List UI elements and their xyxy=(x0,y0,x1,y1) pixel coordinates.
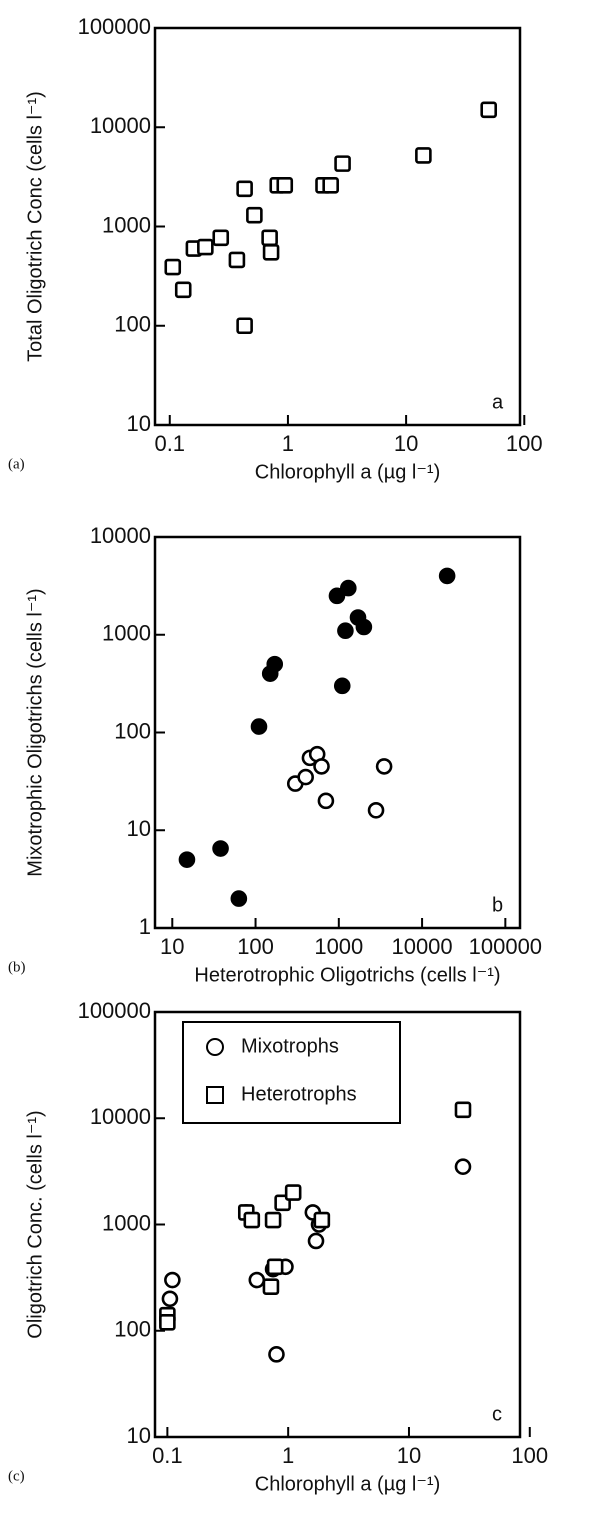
y-tick-label: 100000 xyxy=(78,998,151,1023)
y-tick-label: 10000 xyxy=(90,113,151,138)
point xyxy=(236,317,253,335)
point xyxy=(339,579,357,597)
y-tick-label: 100 xyxy=(114,718,151,743)
x-tick-label: 10 xyxy=(397,1443,421,1468)
point xyxy=(276,177,294,194)
point xyxy=(236,180,253,198)
y-tick-label: 10 xyxy=(127,816,151,841)
y-tick-label: 100 xyxy=(114,1317,151,1342)
y-tick-label: 100 xyxy=(114,312,151,337)
point xyxy=(264,1211,282,1229)
x-tick-label: 100000 xyxy=(469,934,542,959)
x-tick-label: 10 xyxy=(160,934,184,959)
point xyxy=(313,1211,331,1229)
panel-label: (b) xyxy=(8,959,26,975)
point xyxy=(164,258,182,276)
point xyxy=(243,1211,261,1229)
point xyxy=(197,238,214,256)
point xyxy=(454,1158,472,1175)
point xyxy=(333,677,351,695)
point xyxy=(266,655,284,673)
point xyxy=(454,1101,472,1119)
y-tick-label: 1000 xyxy=(102,1210,151,1235)
point xyxy=(438,567,456,585)
x-axis-title: Chlorophyll a (µg l⁻¹) xyxy=(255,461,440,483)
point xyxy=(334,155,351,172)
x-tick-label: 1 xyxy=(282,431,294,456)
point xyxy=(164,1271,181,1289)
chart-panel: 10 100 1000 10000 100000 0.1 1 10 100 Chlorophyll… xyxy=(8,998,548,1495)
y-tick-label: 100000 xyxy=(78,14,151,39)
x-tick-label: 10000 xyxy=(391,934,452,959)
point xyxy=(355,618,373,636)
panel-annotation: b xyxy=(492,894,503,916)
point xyxy=(415,147,432,164)
legend-box xyxy=(182,1021,401,1124)
y-tick-label: 10 xyxy=(127,411,151,436)
x-tick-label: 0.1 xyxy=(154,431,185,456)
x-tick-label: 0.1 xyxy=(152,1443,183,1468)
point xyxy=(284,1184,302,1201)
point xyxy=(480,101,498,119)
point xyxy=(212,229,230,247)
point xyxy=(313,758,330,775)
x-axis-title: Chlorophyll a (µg l⁻¹) xyxy=(255,1473,440,1495)
y-tick-label: 1000 xyxy=(102,621,151,646)
point xyxy=(322,177,339,194)
y-tick-label: 1 xyxy=(139,914,151,939)
point xyxy=(268,1346,285,1363)
point xyxy=(261,229,278,247)
y-axis-title: Mixotrophic Oligotrichs (cells l⁻¹) xyxy=(24,588,46,876)
panel-annotation: c xyxy=(492,1403,502,1425)
point xyxy=(317,792,335,810)
panel-label: (a) xyxy=(8,456,25,472)
chart-panel: 1 10 100 1000 10000 10 100 1000 10000 100000 Heter… xyxy=(8,523,542,986)
legend-label: Mixotrophs xyxy=(241,1035,339,1057)
point xyxy=(367,801,385,819)
point xyxy=(337,622,354,640)
point xyxy=(328,587,346,605)
y-tick-label: 1000 xyxy=(102,212,151,237)
x-tick-label: 100 xyxy=(506,431,543,456)
point xyxy=(248,1271,266,1289)
x-tick-label: 100 xyxy=(237,934,274,959)
y-axis-title: Oligotrich Conc. (cells l⁻¹) xyxy=(24,1110,46,1338)
x-tick-label: 100 xyxy=(511,1443,548,1468)
point xyxy=(228,251,246,269)
point xyxy=(246,206,263,224)
panel-annotation: a xyxy=(492,391,504,413)
y-axis-title: Total Oligotrich Conc (cells l⁻¹) xyxy=(24,91,46,362)
point xyxy=(262,243,280,261)
y-tick-label: 10 xyxy=(127,1423,151,1448)
point xyxy=(297,768,314,786)
legend-swatch xyxy=(206,1086,224,1104)
y-tick-label: 10000 xyxy=(90,523,151,548)
panel-label: (c) xyxy=(8,1468,25,1484)
chart-panel: 10 100 1000 10000 100000 0.1 1 10 100 Chlorophyll… xyxy=(8,14,543,483)
legend-label: Heterotrophs xyxy=(241,1083,357,1105)
x-tick-label: 1 xyxy=(282,1443,294,1468)
point xyxy=(174,281,192,299)
point xyxy=(161,1290,179,1308)
x-tick-label: 1000 xyxy=(314,934,363,959)
point xyxy=(262,1278,280,1295)
point xyxy=(230,890,248,907)
point xyxy=(212,840,229,857)
point xyxy=(266,1258,284,1276)
plot-frame xyxy=(153,26,522,427)
x-axis-title: Heterotrophic Oligotrichs (cells l⁻¹) xyxy=(194,964,500,986)
legend-swatch xyxy=(206,1038,224,1056)
point xyxy=(375,758,393,775)
x-tick-label: 10 xyxy=(394,431,418,456)
point xyxy=(307,1232,325,1250)
point xyxy=(178,851,196,868)
point xyxy=(159,1314,176,1331)
y-tick-label: 10000 xyxy=(90,1104,151,1129)
point xyxy=(250,718,268,735)
